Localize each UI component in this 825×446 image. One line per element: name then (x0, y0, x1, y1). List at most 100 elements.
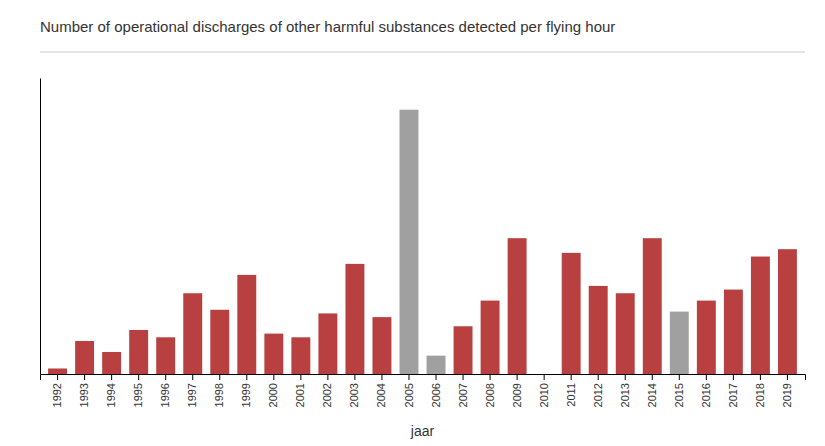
bar (210, 310, 229, 374)
x-tick: 2005 (403, 374, 415, 407)
x-tick: 2018 (754, 374, 766, 407)
x-tick-label: 1993 (78, 383, 90, 407)
x-tick-mark (463, 374, 464, 380)
x-tick-label: 2003 (348, 383, 360, 407)
x-tick: 2004 (375, 374, 387, 407)
x-tick: 2012 (592, 374, 604, 407)
x-tick-mark (219, 374, 220, 380)
bar (589, 286, 608, 374)
x-tick: 1998 (213, 374, 225, 407)
x-tick: 2002 (321, 374, 333, 407)
x-tick-mark (192, 374, 193, 380)
y-axis (40, 79, 41, 375)
bar (75, 341, 94, 374)
bar (670, 312, 689, 374)
x-tick-label: 2019 (781, 383, 793, 407)
x-tick-label: 1997 (186, 383, 198, 407)
bar (751, 257, 770, 374)
bar (427, 356, 446, 374)
bar (183, 293, 202, 374)
x-tick-mark (490, 374, 491, 380)
x-tick-mark (517, 374, 518, 380)
bar (264, 334, 283, 374)
x-tick-mark (138, 374, 139, 380)
x-tick-label: 2005 (403, 383, 415, 407)
bar (562, 253, 581, 374)
x-axis-title: jaar (410, 423, 435, 439)
x-tick-label: 2000 (267, 383, 279, 407)
x-tick-mark (327, 374, 328, 380)
x-tick-label: 2002 (321, 383, 333, 407)
x-tick-mark (84, 374, 85, 380)
x-tick-label: 2007 (457, 383, 469, 407)
x-tick: 2008 (484, 374, 496, 407)
x-tick-label: 2014 (646, 383, 658, 407)
x-tick: 2006 (430, 374, 442, 407)
x-axis-line (41, 375, 806, 381)
x-tick-mark (57, 374, 58, 380)
x-tick: 2016 (700, 374, 712, 407)
x-tick: 1994 (105, 374, 117, 407)
x-tick-mark (733, 374, 734, 380)
x-tick-label: 1994 (105, 383, 117, 407)
bar (156, 337, 175, 374)
x-tick-mark (436, 374, 437, 380)
x-tick: 2003 (348, 374, 360, 407)
x-tick: 1997 (186, 374, 198, 407)
x-tick-label: 2001 (294, 383, 306, 407)
x-tick: 1992 (51, 374, 63, 407)
x-tick-label: 2004 (375, 383, 387, 407)
chart: Number of operational discharges of othe… (0, 0, 825, 446)
x-tick-mark (625, 374, 626, 380)
bar (102, 352, 121, 374)
x-tick-label: 1992 (51, 383, 63, 407)
bar (129, 330, 148, 374)
x-tick-label: 2010 (538, 383, 550, 407)
bar (454, 326, 473, 374)
x-tick-label: 2015 (673, 383, 685, 407)
x-tick-mark (706, 374, 707, 380)
x-tick: 2019 (781, 374, 793, 407)
x-tick-mark (165, 374, 166, 380)
plot: 1992 1993 1994 1995 1996 1997 1998 1999 2000 2001… (41, 79, 806, 408)
x-tick: 1996 (159, 374, 171, 407)
x-tick-label: 2016 (700, 383, 712, 407)
x-tick-mark (652, 374, 653, 380)
x-tick-mark (598, 374, 599, 380)
x-tick-mark (354, 374, 355, 380)
x-tick: 2013 (619, 374, 631, 407)
bar (318, 313, 337, 374)
x-tick-label: 2012 (592, 383, 604, 407)
x-tick: 2001 (294, 374, 306, 407)
x-tick-mark (571, 374, 572, 380)
x-tick-label: 2009 (511, 383, 523, 407)
bar (724, 290, 743, 374)
x-tick-label: 2011 (565, 383, 577, 407)
bar (697, 301, 716, 374)
bar (48, 368, 67, 374)
x-tick-mark (246, 374, 247, 380)
x-tick-mark (381, 374, 382, 380)
bar (400, 110, 419, 374)
x-tick-label: 1999 (240, 383, 252, 407)
x-tick-mark (300, 374, 301, 380)
bar (291, 337, 310, 374)
x-tick: 1993 (78, 374, 90, 407)
x-tick: 1999 (240, 374, 252, 407)
x-tick: 1995 (132, 374, 144, 407)
x-tick: 2007 (457, 374, 469, 407)
separator (40, 52, 805, 53)
x-tick-label: 1998 (213, 383, 225, 407)
x-tick-mark (544, 374, 545, 380)
x-tick-mark (679, 374, 680, 380)
x-tick-label: 2017 (727, 383, 739, 407)
bars (48, 110, 797, 374)
title: Number of operational discharges of othe… (40, 18, 615, 35)
x-tick-label: 2013 (619, 383, 631, 407)
bar (535, 374, 554, 375)
x-tick-mark (760, 374, 761, 380)
x-tick-mark (111, 374, 112, 380)
y-axis-line (40, 79, 41, 375)
x-tick-label: 2008 (484, 383, 496, 407)
x-tick-mark (408, 374, 409, 380)
